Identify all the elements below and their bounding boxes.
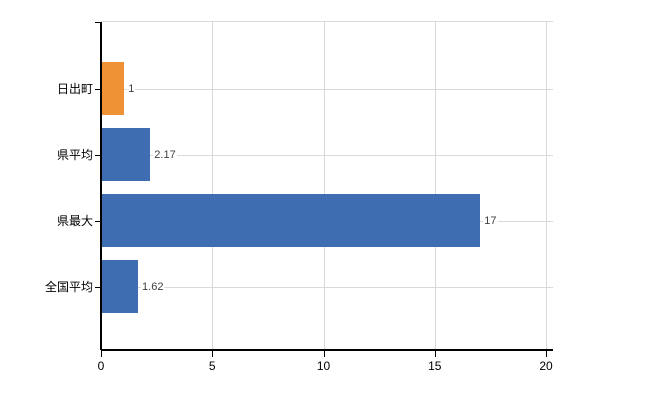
x-tick (212, 351, 214, 357)
x-tick (434, 351, 436, 357)
x-tick-label-4: 20 (539, 359, 553, 373)
x-tick (323, 351, 325, 357)
y-axis (100, 22, 102, 350)
bar-0 (102, 62, 125, 115)
bar-value-label-0: 1 (127, 81, 136, 96)
gridline-h (102, 286, 553, 288)
gridline-h (102, 88, 553, 90)
gridline-h (102, 154, 553, 156)
bar-value-label-1: 2.17 (153, 147, 177, 162)
x-tick-label-3: 15 (428, 359, 442, 373)
x-tick-label-0: 0 (97, 359, 105, 373)
x-tick (546, 351, 547, 357)
bar-2 (102, 194, 481, 247)
gridline-v (434, 22, 436, 350)
bar-1 (102, 128, 151, 181)
plot-top-border (101, 21, 553, 22)
gridline-v (546, 22, 547, 350)
category-label-3: 全国平均 (44, 279, 93, 294)
bar-3 (102, 260, 139, 313)
category-label-0: 日出町 (56, 81, 93, 96)
gridline-v (323, 22, 325, 350)
x-axis (101, 349, 553, 351)
bar-value-label-3: 1.62 (141, 279, 165, 294)
bar-value-label-2: 17 (483, 213, 498, 228)
y-tick (95, 286, 101, 288)
category-label-2: 県最大 (56, 213, 93, 228)
category-label-1: 県平均 (56, 147, 93, 162)
x-tick (101, 351, 102, 357)
x-tick-label-2: 10 (316, 359, 331, 373)
y-tick (95, 220, 101, 222)
y-axis-end-tick (95, 22, 101, 23)
gridline-v (212, 22, 214, 350)
y-tick (95, 154, 101, 156)
y-tick (95, 88, 101, 90)
x-tick-label-1: 5 (208, 359, 216, 373)
